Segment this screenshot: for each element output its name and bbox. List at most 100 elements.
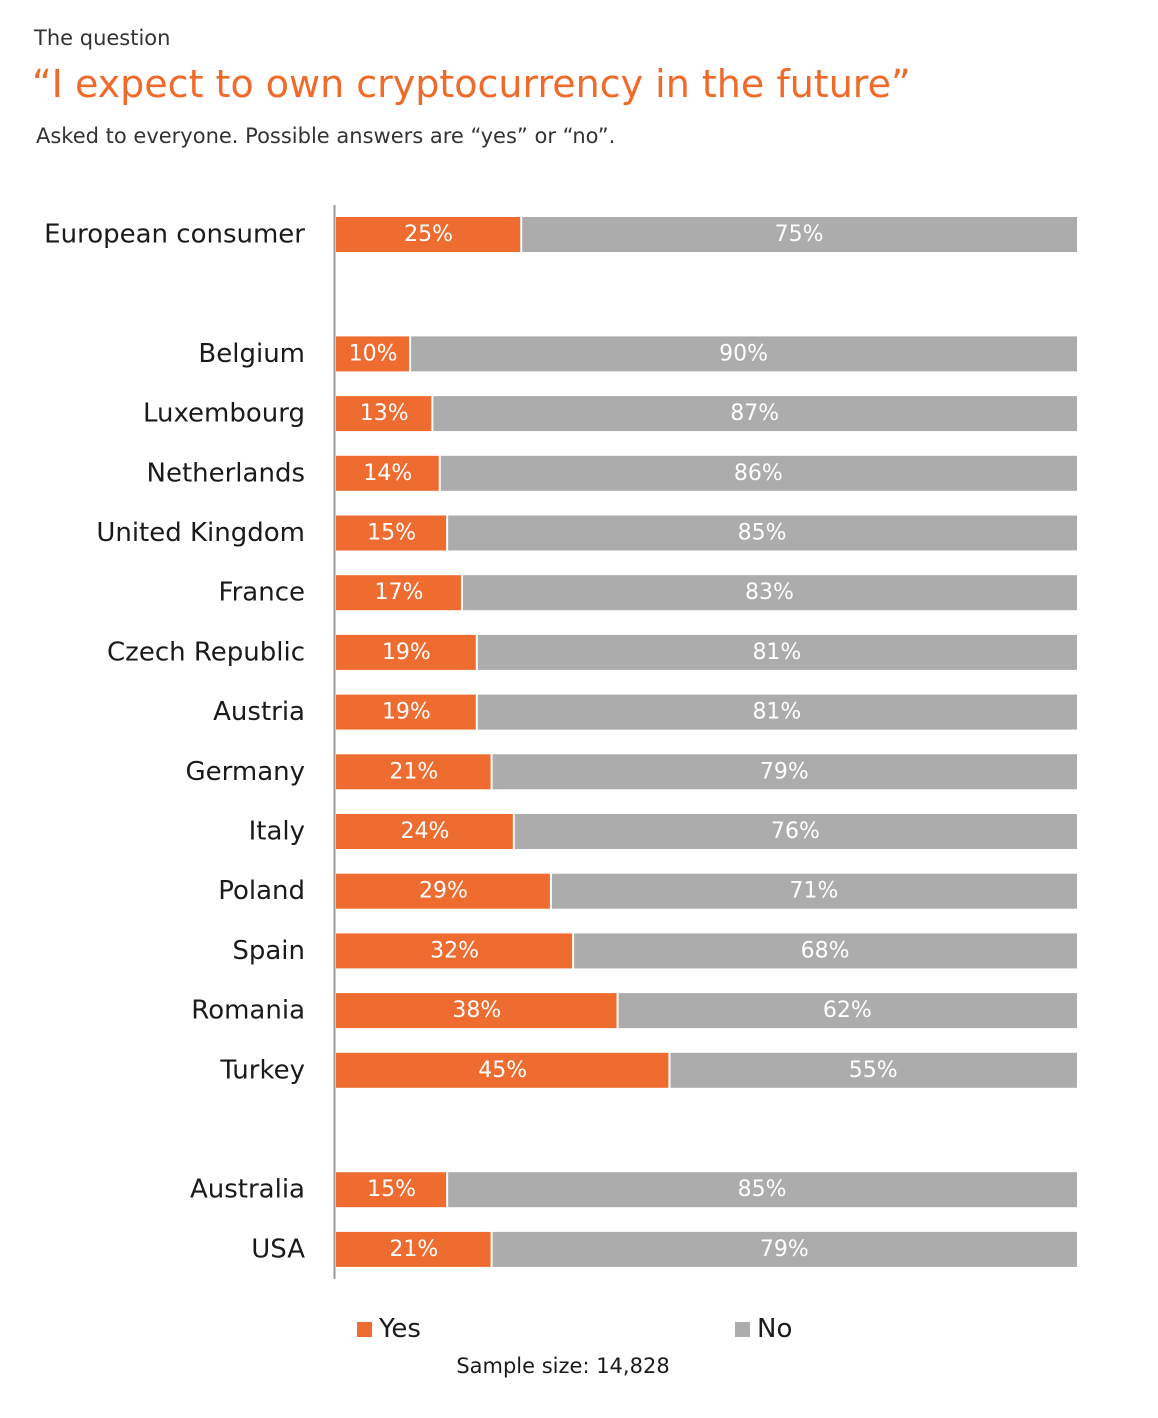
bar-segment-yes: [336, 933, 573, 969]
legend: Yes No: [0, 1314, 1158, 1354]
bar-segment-no: [462, 575, 1078, 611]
bar-segment-yes: [336, 873, 550, 909]
bar-row: Germany 21% 79%: [185, 754, 1077, 790]
bar-segment-yes: [336, 515, 447, 551]
bar-segment-yes: [336, 575, 461, 611]
bar-segment-no: [448, 515, 1077, 551]
bar-row: USA 21% 79%: [251, 1231, 1077, 1267]
bar-value-yes: 25%: [404, 222, 453, 247]
bar-value-no: 68%: [801, 938, 850, 963]
bar-row: Belgium 10% 90%: [198, 336, 1078, 372]
bar-value-yes: 19%: [382, 700, 431, 725]
bar-value-yes: 19%: [382, 640, 431, 665]
bar-segment-yes: [336, 1052, 669, 1088]
bar-row: Luxembourg 13% 87%: [143, 396, 1078, 432]
bar-value-no: 90%: [719, 341, 768, 366]
category-label: Austria: [213, 697, 305, 727]
chart-title: “I expect to own cryptocurrency in the f…: [32, 62, 911, 106]
category-label: Spain: [232, 936, 305, 966]
legend-label-yes: Yes: [379, 1314, 421, 1344]
bar-value-yes: 45%: [478, 1058, 527, 1083]
category-label: Netherlands: [147, 458, 306, 488]
bar-segment-no: [440, 455, 1077, 491]
bar-segment-yes: [336, 1172, 447, 1208]
bar-row: Italy 24% 76%: [249, 814, 1077, 849]
bar-row: United Kingdom 15% 85%: [96, 515, 1077, 551]
bar-value-no: 85%: [738, 1177, 787, 1202]
bar-segment-no: [618, 993, 1077, 1029]
bar-value-no: 86%: [734, 461, 783, 486]
bar-row: Austria 19% 81%: [213, 694, 1077, 730]
category-label: Australia: [190, 1175, 305, 1205]
bar-value-yes: 29%: [419, 879, 468, 904]
category-label: Poland: [218, 876, 305, 906]
bar-row: France 17% 83%: [219, 575, 1078, 611]
bar-value-no: 75%: [775, 222, 824, 247]
bar-row: Netherlands 14% 86%: [147, 455, 1077, 491]
legend-item-yes: Yes: [357, 1314, 421, 1344]
category-label: Luxembourg: [143, 399, 305, 429]
bar-value-no: 76%: [771, 819, 820, 844]
bar-segment-yes: [336, 455, 439, 491]
category-label: European consumer: [44, 220, 305, 250]
bar-value-yes: 17%: [375, 580, 424, 605]
category-label: Czech Republic: [107, 637, 305, 667]
bar-segment-yes: [336, 634, 476, 670]
bar-row: European consumer 25% 75%: [44, 217, 1077, 252]
bar-value-yes: 13%: [360, 401, 409, 426]
bar-segment-no: [477, 634, 1077, 670]
bar-segment-no: [492, 754, 1077, 790]
bar-value-no: 71%: [789, 879, 838, 904]
category-label: USA: [251, 1234, 305, 1264]
bar-segment-yes: [336, 993, 617, 1029]
bar-row: Czech Republic 19% 81%: [107, 634, 1077, 670]
category-label: Turkey: [219, 1055, 305, 1085]
bar-segment-no: [574, 933, 1077, 969]
bar-row: Poland 29% 71%: [218, 873, 1077, 909]
bar-value-yes: 32%: [430, 938, 479, 963]
bar-value-no: 87%: [730, 401, 779, 426]
bar-value-yes: 21%: [389, 759, 438, 784]
bar-segment-no: [514, 814, 1077, 849]
bar-value-yes: 15%: [367, 1177, 416, 1202]
category-label: Belgium: [198, 339, 305, 369]
bar-segment-yes: [336, 694, 476, 730]
bar-value-yes: 10%: [349, 341, 398, 366]
bar-segment-no: [448, 1172, 1077, 1208]
bar-segment-no: [411, 336, 1078, 372]
bar-segment-yes: [336, 396, 432, 432]
bar-segment-yes: [336, 336, 410, 372]
bar-value-no: 81%: [752, 640, 801, 665]
question-kicker: The question: [34, 26, 171, 50]
category-label: Germany: [185, 757, 305, 787]
bar-row: Turkey 45% 55%: [219, 1052, 1077, 1088]
bar-value-yes: 24%: [400, 819, 449, 844]
legend-swatch-no: [735, 1321, 750, 1337]
bar-segment-no: [492, 1231, 1077, 1267]
bar-value-yes: 14%: [363, 461, 412, 486]
legend-label-no: No: [757, 1314, 793, 1344]
bar-segment-no: [551, 873, 1077, 909]
bar-value-no: 55%: [849, 1058, 898, 1083]
sample-size-note: Sample size: 14,828: [456, 1354, 670, 1378]
legend-item-no: No: [735, 1314, 792, 1344]
bar-row: Australia 15% 85%: [190, 1172, 1077, 1208]
bar-value-no: 83%: [745, 580, 794, 605]
bar-segment-yes: [336, 814, 513, 849]
bar-value-yes: 15%: [367, 521, 416, 546]
bar-value-yes: 21%: [389, 1237, 438, 1262]
bar-segment-yes: [336, 1231, 491, 1267]
bar-value-no: 79%: [760, 1237, 809, 1262]
bar-value-no: 81%: [752, 700, 801, 725]
bar-segment-yes: [336, 754, 491, 790]
category-label: Romania: [191, 996, 305, 1026]
bar-segment-no: [522, 217, 1077, 252]
bar-segment-no: [670, 1052, 1077, 1088]
chart-subtitle: Asked to everyone. Possible answers are …: [36, 124, 616, 148]
legend-swatch-yes: [357, 1321, 372, 1337]
bar-value-no: 79%: [760, 759, 809, 784]
bar-value-yes: 38%: [452, 998, 501, 1023]
bar-row: Spain 32% 68%: [232, 933, 1077, 969]
category-label: Italy: [249, 817, 305, 847]
bar-row: Romania 38% 62%: [191, 993, 1077, 1029]
